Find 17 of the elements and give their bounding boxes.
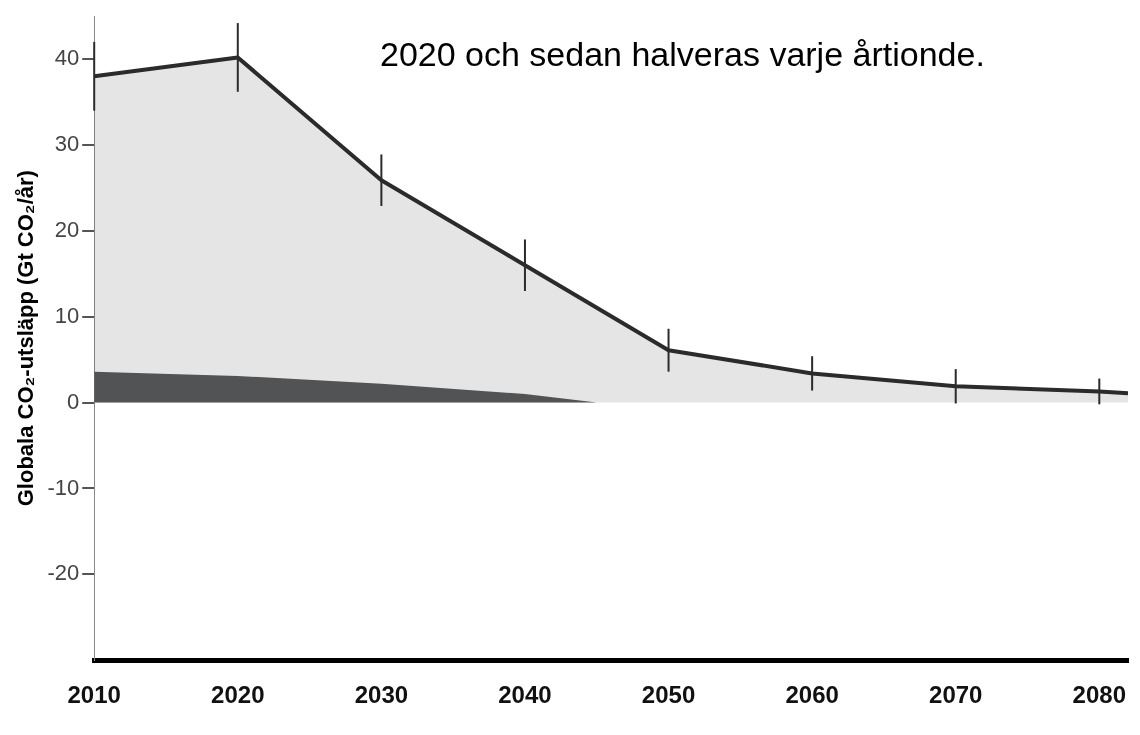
x-tick-label: 2050 [641,681,696,709]
y-tick-label: 10 [54,302,80,328]
x-tick-label: 2040 [498,681,552,709]
x-tick-label: 2020 [211,681,265,709]
y-tick-label: 30 [54,131,80,157]
x-tick-label: 2030 [354,681,409,709]
y-tick-label: 40 [54,45,80,71]
y-tick-label: 20 [54,216,80,242]
x-tick-label: 2010 [67,681,121,709]
x-tick-label: 2060 [785,681,839,709]
y-axis-title: Globala CO₂-utsläpp (Gt CO₂/år) [13,170,39,507]
y-tick-label: -10 [47,474,80,500]
x-tick-label: 2070 [929,681,983,709]
y-tick-label: 0 [66,388,80,414]
annotation: 2020 och sedan halveras varje årtionde. [380,35,985,74]
x-tick-label: 2080 [1072,681,1126,709]
y-tick-label: -20 [47,560,80,586]
